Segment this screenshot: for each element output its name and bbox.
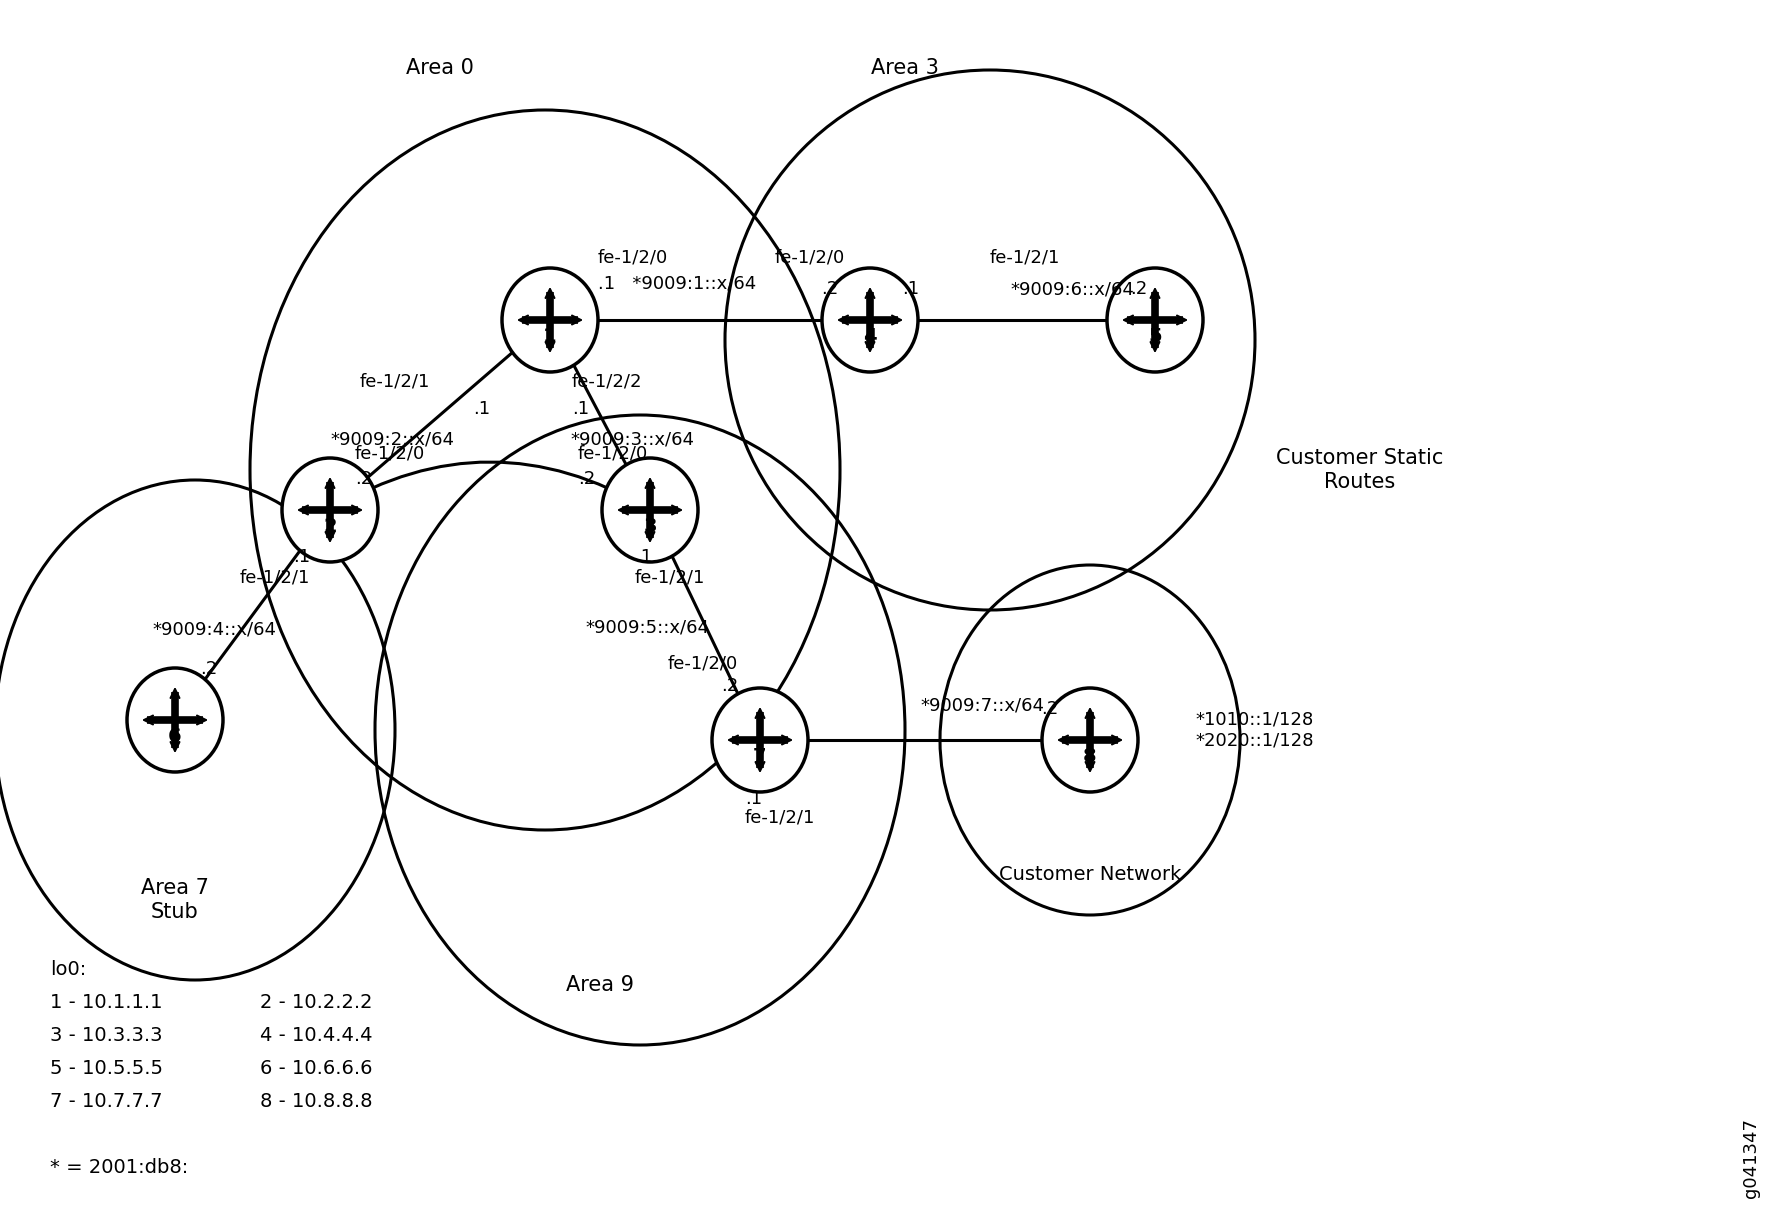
Text: .2: .2 — [1130, 280, 1148, 298]
Text: .2: .2 — [1041, 700, 1057, 718]
Text: *9009:7::x/64: *9009:7::x/64 — [919, 698, 1043, 715]
Text: g041347: g041347 — [1743, 1117, 1760, 1199]
Text: .2: .2 — [354, 470, 372, 488]
Text: fe-1/2/1: fe-1/2/1 — [360, 372, 430, 391]
Text: *9009:6::x/64: *9009:6::x/64 — [1009, 280, 1133, 298]
Ellipse shape — [712, 688, 808, 792]
Text: fe-1/2/0: fe-1/2/0 — [354, 445, 425, 462]
Text: 3 - 10.3.3.3: 3 - 10.3.3.3 — [50, 1027, 163, 1045]
Text: .2: .2 — [721, 677, 739, 695]
Text: 5 - 10.5.5.5: 5 - 10.5.5.5 — [50, 1059, 163, 1078]
Text: Area 7
Stub: Area 7 Stub — [142, 878, 209, 921]
Text: 4 - 10.4.4.4: 4 - 10.4.4.4 — [260, 1027, 372, 1045]
Text: 8: 8 — [1084, 747, 1096, 765]
Ellipse shape — [822, 268, 917, 372]
Text: fe-1/2/0: fe-1/2/0 — [668, 655, 739, 672]
Text: 6: 6 — [168, 727, 182, 745]
Ellipse shape — [602, 458, 698, 562]
Text: *9009:2::x/64: *9009:2::x/64 — [329, 430, 453, 448]
Text: .1: .1 — [901, 280, 919, 298]
Text: 5: 5 — [1148, 327, 1162, 345]
Text: *9009:5::x/64: *9009:5::x/64 — [584, 618, 708, 636]
Text: Customer Network: Customer Network — [999, 866, 1181, 884]
Text: *9009:3::x/64: *9009:3::x/64 — [570, 430, 694, 448]
Text: lo0:: lo0: — [50, 960, 87, 979]
Ellipse shape — [128, 668, 223, 772]
Text: 7: 7 — [753, 747, 767, 765]
Text: fe-1/2/1: fe-1/2/1 — [636, 569, 705, 586]
Ellipse shape — [1041, 688, 1139, 792]
Text: 7 - 10.7.7.7: 7 - 10.7.7.7 — [50, 1092, 163, 1111]
Text: fe-1/2/0: fe-1/2/0 — [577, 445, 648, 462]
Text: 2 - 10.2.2.2: 2 - 10.2.2.2 — [260, 993, 372, 1012]
Text: * = 2001:db8:: * = 2001:db8: — [50, 1158, 188, 1176]
Ellipse shape — [501, 268, 599, 372]
Text: .1: .1 — [636, 548, 652, 566]
Text: fe-1/2/0: fe-1/2/0 — [599, 249, 668, 266]
Text: 3: 3 — [643, 517, 657, 535]
Text: .1: .1 — [473, 400, 491, 418]
Text: Area 3: Area 3 — [871, 58, 939, 79]
Ellipse shape — [282, 458, 377, 562]
Text: 2: 2 — [322, 517, 336, 535]
Text: .1: .1 — [292, 548, 310, 566]
Ellipse shape — [1107, 268, 1203, 372]
Text: .2: .2 — [577, 470, 595, 488]
Text: 6 - 10.6.6.6: 6 - 10.6.6.6 — [260, 1059, 372, 1078]
Text: 1: 1 — [544, 327, 556, 345]
Text: .1   *9009:1::x/64: .1 *9009:1::x/64 — [599, 274, 756, 292]
Text: *1010::1/128
*2020::1/128: *1010::1/128 *2020::1/128 — [1195, 711, 1314, 749]
Text: 1 - 10.1.1.1: 1 - 10.1.1.1 — [50, 993, 163, 1012]
Text: 8 - 10.8.8.8: 8 - 10.8.8.8 — [260, 1092, 372, 1111]
Text: Area 9: Area 9 — [567, 975, 634, 995]
Text: Customer Static
Routes: Customer Static Routes — [1277, 448, 1443, 491]
Text: .1: .1 — [746, 790, 762, 808]
Text: fe-1/2/2: fe-1/2/2 — [572, 372, 643, 391]
Text: fe-1/2/1: fe-1/2/1 — [746, 808, 815, 826]
Text: Area 0: Area 0 — [406, 58, 475, 79]
Text: fe-1/2/1: fe-1/2/1 — [239, 569, 310, 586]
Text: .1: .1 — [572, 400, 590, 418]
Text: .2: .2 — [820, 280, 838, 298]
Text: .2: .2 — [200, 659, 218, 678]
Text: 4: 4 — [862, 327, 877, 345]
Text: fe-1/2/1: fe-1/2/1 — [990, 249, 1061, 266]
Text: fe-1/2/0: fe-1/2/0 — [776, 249, 845, 266]
Text: *9009:4::x/64: *9009:4::x/64 — [152, 620, 276, 639]
